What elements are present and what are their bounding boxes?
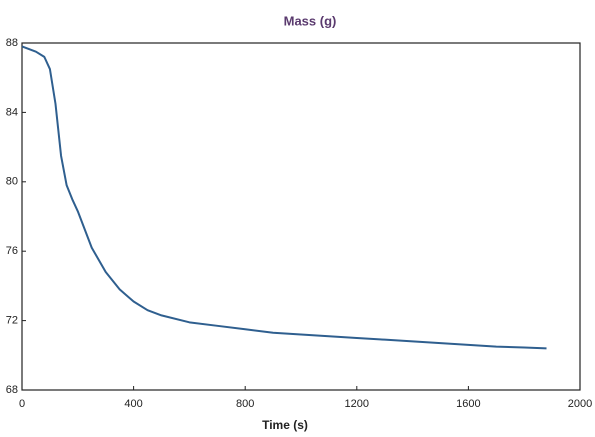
x-axis-label: Time (s) — [262, 418, 308, 432]
x-tick-label: 0 — [19, 398, 25, 410]
y-tick-label: 84 — [6, 106, 18, 118]
chart-title: Mass (g) — [284, 13, 337, 28]
data-line — [21, 45, 547, 350]
y-tick-label: 80 — [6, 176, 18, 188]
x-tick-label: 2000 — [568, 398, 592, 410]
x-tick-label: 400 — [124, 398, 142, 410]
x-tick-label: 800 — [236, 398, 254, 410]
y-tick-label: 88 — [6, 37, 18, 49]
x-tick-label: 1600 — [456, 398, 480, 410]
y-tick-label: 72 — [6, 315, 18, 327]
y-tick-label: 76 — [6, 245, 18, 257]
x-tick-label: 1200 — [345, 398, 369, 410]
y-tick-label: 68 — [6, 384, 18, 396]
plot-frame — [21, 42, 581, 391]
